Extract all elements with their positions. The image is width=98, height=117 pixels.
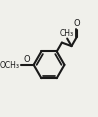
Text: O: O	[23, 55, 30, 64]
Text: CH₃: CH₃	[59, 29, 73, 38]
Text: OCH₃: OCH₃	[0, 61, 20, 70]
Text: O: O	[73, 19, 80, 27]
